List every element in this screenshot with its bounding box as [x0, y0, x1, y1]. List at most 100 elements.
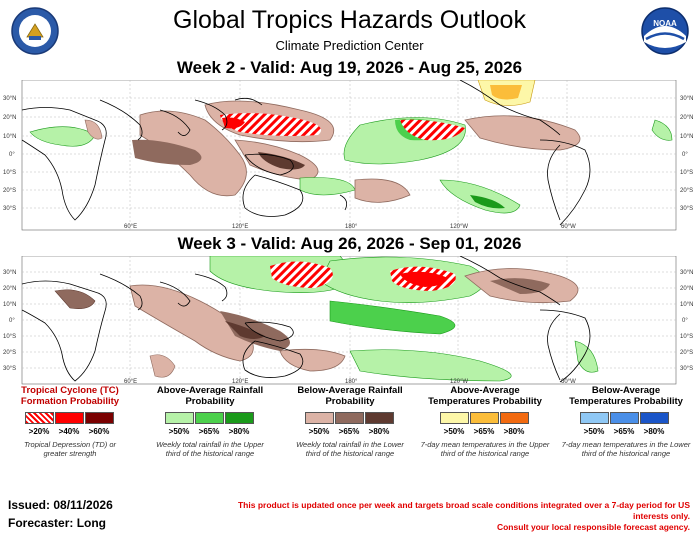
legend-label: >60% [88, 427, 110, 436]
dry-region [225, 321, 265, 339]
dry-region [149, 354, 176, 378]
dry-region [132, 139, 202, 165]
dry-region [279, 348, 346, 372]
dry-region [54, 289, 96, 309]
legend-label: >80% [503, 427, 525, 436]
disclaimer-line2: Consult your local responsible forecast … [496, 522, 690, 532]
legend-note: Weekly total rainfall in the Upper third… [156, 440, 264, 458]
tc-region [270, 261, 333, 288]
legend-swatch [195, 412, 224, 424]
lat-label: 0° [682, 152, 688, 158]
legend-label: >50% [583, 427, 605, 436]
legend-label: >50% [168, 427, 190, 436]
lat-label: 20°S [680, 188, 693, 194]
dry-region [220, 311, 290, 351]
legend-swatch [165, 412, 194, 424]
legend-dry-title: Below-Average Rainfall Probability [297, 385, 403, 407]
lat-label: 30°N [680, 96, 693, 102]
legend-swatch [440, 412, 469, 424]
lat-label: 0° [9, 318, 15, 324]
lon-label: 60°E [124, 379, 137, 385]
week2-title: Week 2 - Valid: Aug 19, 2026 - Aug 25, 2… [176, 58, 523, 77]
lat-label: 20°N [3, 286, 16, 292]
legend-swatch [85, 412, 114, 424]
legend-swatch [335, 412, 364, 424]
legend-swatch [225, 412, 254, 424]
lon-label: 120°E [232, 224, 248, 230]
disclaimer: This product is updated once per week an… [210, 500, 690, 533]
lon-label: 60°W [561, 379, 576, 385]
legend-swatch [580, 412, 609, 424]
legend-swatch [365, 412, 394, 424]
lat-label: 30°S [3, 366, 16, 372]
legend-label: >80% [368, 427, 390, 436]
dry-region [464, 115, 581, 151]
tc-region [400, 119, 465, 141]
legend-wet: Above-Average Rainfall Probability >50% … [150, 385, 270, 458]
legend-cold-title: Below-Average Temperatures Probability [569, 385, 683, 407]
hot-region [490, 85, 522, 100]
dry-region [129, 284, 254, 362]
legend-label: >50% [443, 427, 465, 436]
legend-note: Weekly total rainfall in the Lower third… [296, 440, 404, 458]
legend-swatch [470, 412, 499, 424]
page-subtitle: Climate Prediction Center [275, 38, 424, 53]
lat-label: 20°S [3, 188, 16, 194]
lat-label: 30°S [680, 366, 693, 372]
lon-label: 60°E [124, 224, 137, 230]
lat-label: 0° [682, 318, 688, 324]
week3-hazards [54, 256, 599, 382]
legend-label: >80% [643, 427, 665, 436]
lat-label: 30°N [3, 270, 16, 276]
legend-cold: Below-Average Temperatures Probability >… [560, 385, 692, 458]
lat-label: 20°S [680, 350, 693, 356]
week2-coastlines [21, 80, 591, 226]
week3-title: Week 3 - Valid: Aug 26, 2026 - Sep 01, 2… [177, 234, 522, 253]
lon-label: 180° [345, 379, 358, 385]
lat-label: 0° [9, 152, 15, 158]
issued-date: Issued: 08/11/2026 [8, 498, 113, 512]
legend-tc-title: Tropical Cyclone (TC) Formation Probabil… [20, 385, 120, 407]
week3-coastlines [21, 256, 591, 383]
legend-label: >65% [613, 427, 635, 436]
lat-label: 10°S [3, 170, 16, 176]
legend-label: >50% [308, 427, 330, 436]
week2-map: 30°N 20°N 10°N 0° 10°S 20°S 30°S 30°N 20… [3, 80, 693, 231]
wet-region [329, 300, 456, 335]
tc-region [400, 271, 448, 287]
week2-hazards [29, 80, 673, 214]
lat-label: 20°N [680, 286, 693, 292]
lat-label: 10°S [680, 170, 693, 176]
page-title: Global Tropics Hazards Outlook [173, 6, 526, 34]
svg-text:NOAA: NOAA [653, 19, 677, 28]
lon-label: 120°W [450, 224, 468, 230]
wet-region [470, 195, 505, 209]
lon-label: 60°W [561, 224, 576, 230]
legend: Tropical Cyclone (TC) Formation Probabil… [0, 385, 699, 475]
legend-tc: Tropical Cyclone (TC) Formation Probabil… [10, 385, 130, 458]
legend-label: >65% [338, 427, 360, 436]
legend-swatch [640, 412, 669, 424]
lon-label: 120°E [232, 379, 248, 385]
lat-label: 10°N [3, 302, 16, 308]
wet-region [651, 119, 673, 141]
lat-label: 20°S [3, 350, 16, 356]
lat-label: 20°N [680, 115, 693, 121]
dry-region [354, 178, 411, 203]
wet-region [349, 349, 512, 382]
legend-label: >65% [198, 427, 220, 436]
lat-label: 10°N [680, 134, 693, 140]
legend-label: >65% [473, 427, 495, 436]
legend-label: >80% [228, 427, 250, 436]
legend-hot: Above-Average Temperatures Probability >… [420, 385, 550, 458]
legend-swatch [25, 412, 54, 424]
forecaster-name: Forecaster: Long [8, 516, 107, 530]
tc-region [222, 117, 245, 129]
legend-hot-title: Above-Average Temperatures Probability [428, 385, 542, 407]
legend-note: 7-day mean temperatures in the Lower thi… [561, 440, 691, 458]
lat-label: 30°S [3, 206, 16, 212]
lat-label: 20°N [3, 115, 16, 121]
lat-label: 30°N [680, 270, 693, 276]
legend-swatch [500, 412, 529, 424]
lat-label: 30°N [3, 96, 16, 102]
